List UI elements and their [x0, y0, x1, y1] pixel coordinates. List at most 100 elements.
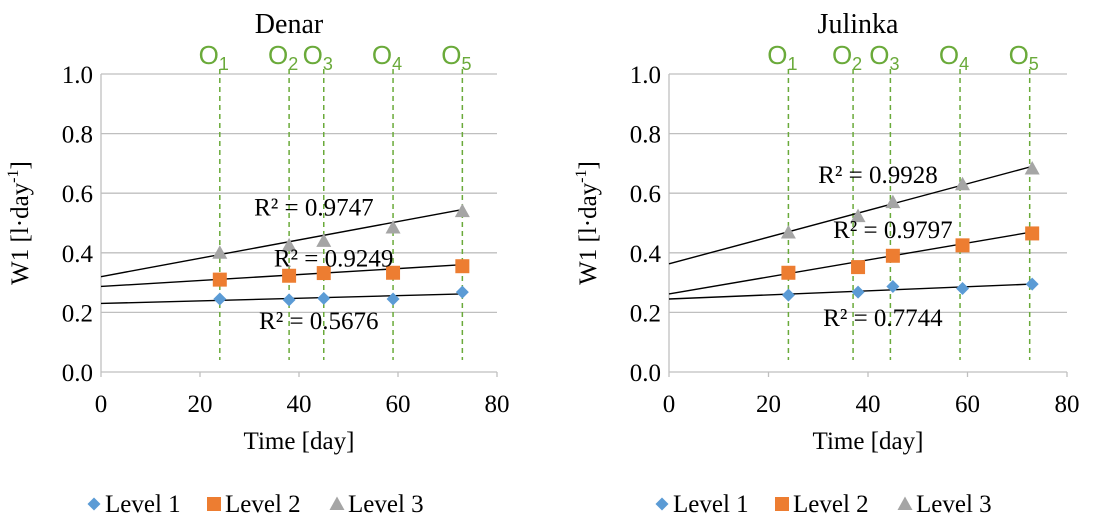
observation-label: O3 [869, 40, 899, 74]
observation-label: O3 [303, 40, 333, 74]
x-tick-label: 80 [485, 391, 510, 418]
legend-marker [655, 497, 669, 511]
data-point [282, 293, 296, 307]
observation-label-sub: 4 [392, 54, 402, 74]
x-tick-label: 40 [287, 391, 312, 418]
observation-label-main: O [303, 40, 323, 70]
observation-label-main: O [832, 40, 852, 70]
data-point [885, 248, 900, 263]
r-squared-label: R² = 0.5676 [259, 308, 379, 335]
data-point [212, 245, 228, 259]
data-point [1025, 226, 1040, 241]
data-point [385, 219, 401, 234]
observation-label: O5 [441, 40, 471, 74]
x-tick-label: 0 [663, 391, 676, 418]
data-point [282, 268, 297, 283]
y-axis-label-main: W1 [l·day [7, 182, 34, 285]
y-tick-label: 1.0 [630, 62, 661, 89]
observation-label-sub: 2 [852, 54, 862, 74]
observation-label-sub: 4 [959, 54, 969, 74]
observation-label-sub: 5 [461, 54, 471, 74]
r-squared-label: R² = 0.9747 [254, 195, 374, 222]
data-point [850, 208, 866, 223]
data-point [1025, 277, 1039, 291]
y-axis-label-sup: -1 [5, 169, 22, 182]
observation-label: O1 [767, 40, 797, 74]
y-axis-label-main: W1 [l·day [575, 182, 602, 285]
trendline [100, 293, 463, 305]
observation-label-main: O [268, 40, 288, 70]
data-point [317, 291, 331, 305]
data-point [455, 285, 469, 299]
observation-label-main: O [869, 40, 889, 70]
x-tick-label: 60 [955, 391, 980, 418]
data-point [781, 288, 795, 302]
data-point [454, 203, 470, 218]
y-tick-label: 0.8 [630, 122, 661, 149]
legend-marker [897, 496, 913, 510]
observation-label-main: O [767, 40, 787, 70]
data-point [212, 272, 227, 287]
y-axis-label: W1 [l·day-1] [5, 161, 34, 285]
y-tick-label: 0.6 [630, 181, 661, 208]
legend-label: Level 3 [916, 491, 992, 518]
observation-label: O4 [372, 40, 402, 74]
data-point [386, 292, 400, 306]
r-squared-label: R² = 0.9797 [833, 217, 953, 244]
trendline [100, 208, 463, 278]
data-point [316, 233, 332, 247]
legend-label: Level 2 [225, 491, 301, 518]
y-axis-label: W1 [l·day-1] [573, 161, 602, 285]
observation-label-main: O [1009, 40, 1029, 70]
data-point [781, 265, 796, 280]
r-squared-label: R² = 0.9928 [818, 162, 938, 189]
observation-label-main: O [372, 40, 392, 70]
observation-label-sub: 3 [323, 54, 333, 74]
observation-label-sub: 5 [1029, 54, 1039, 74]
y-tick-label: 0.4 [62, 241, 94, 268]
y-axis-label-sup: -1 [573, 169, 590, 182]
data-point [780, 225, 796, 239]
observation-label-main: O [939, 40, 959, 70]
trendline [668, 231, 1033, 295]
y-axis-label-end: ] [7, 161, 34, 169]
y-tick-label: 0.0 [630, 360, 661, 387]
legend-marker [87, 497, 101, 511]
y-tick-label: 0.8 [62, 122, 93, 149]
y-tick-label: 1.0 [62, 62, 93, 89]
x-tick-label: 0 [95, 391, 108, 418]
legend-marker [775, 497, 789, 511]
observation-label-main: O [199, 40, 219, 70]
data-point [955, 238, 970, 253]
observation-label: O2 [832, 40, 862, 74]
y-tick-label: 0.4 [630, 241, 662, 268]
observation-label: O2 [268, 40, 298, 74]
x-tick-label: 80 [1055, 391, 1080, 418]
x-axis-label: Time [day] [813, 428, 924, 455]
trendline [668, 165, 1033, 265]
legend-label: Level 1 [673, 491, 749, 518]
x-tick-label: 20 [756, 391, 781, 418]
data-point [213, 292, 227, 306]
y-tick-label: 0.2 [630, 300, 661, 327]
x-tick-label: 20 [188, 391, 213, 418]
data-point [956, 282, 970, 296]
data-point [316, 266, 331, 281]
observation-label-sub: 1 [219, 54, 229, 74]
data-point [955, 176, 971, 191]
observation-label-sub: 3 [889, 54, 899, 74]
observation-label: O4 [939, 40, 969, 74]
legend-label: Level 3 [348, 491, 424, 518]
observation-label: O5 [1009, 40, 1039, 74]
observation-label-main: O [441, 40, 461, 70]
chart-title: Denar [255, 9, 324, 40]
data-point [1024, 160, 1040, 175]
legend-marker [207, 497, 221, 511]
x-axis-label: Time [day] [244, 428, 355, 455]
trendline [100, 264, 463, 288]
data-point [886, 279, 900, 293]
legend-marker [329, 496, 345, 510]
observation-label-sub: 2 [288, 54, 298, 74]
